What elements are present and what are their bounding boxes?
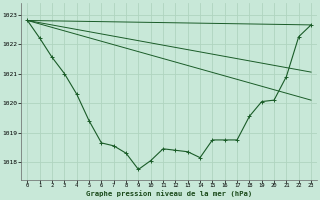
X-axis label: Graphe pression niveau de la mer (hPa): Graphe pression niveau de la mer (hPa)	[86, 190, 252, 197]
